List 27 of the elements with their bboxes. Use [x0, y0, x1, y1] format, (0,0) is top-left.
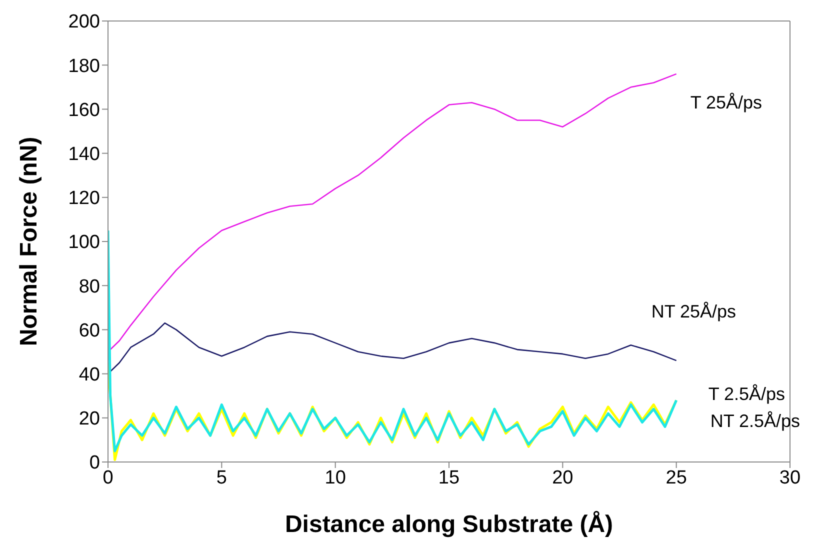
x-axis-title: Distance along Substrate (Å) [284, 510, 614, 538]
line-series [108, 73, 677, 352]
y-tick-label: 140 [68, 144, 100, 166]
y-axis-title: Normal Force (nN) [16, 136, 43, 346]
x-tick-label: 15 [438, 467, 460, 488]
x-tick-label: 5 [216, 467, 227, 488]
y-tick-label: 60 [78, 320, 100, 342]
series-label: NT 25Å/ps [651, 301, 736, 322]
x-tick-label: 30 [779, 467, 801, 488]
y-tick-label: 40 [78, 364, 100, 386]
y-tick-label: 80 [78, 276, 100, 298]
series-label: T 2.5Å/ps [708, 384, 786, 404]
x-tick-label: 10 [324, 467, 346, 488]
y-tick-label: 120 [68, 188, 100, 210]
line-series [108, 322, 677, 374]
y-tick-label: 0 [89, 452, 100, 474]
x-tick-label: 0 [102, 467, 114, 488]
y-tick-label: 200 [68, 12, 100, 33]
series-label: T 25Å/ps [690, 92, 762, 113]
y-tick-label: 100 [68, 232, 100, 254]
y-tick-label: 160 [68, 100, 100, 121]
y-tick-label: 20 [78, 408, 100, 430]
x-tick-label: 20 [552, 467, 574, 488]
line-series [108, 229, 678, 452]
series-label: NT 2.5Å/ps [710, 411, 800, 432]
x-tick-label: 25 [666, 467, 687, 488]
y-tick-label: 180 [68, 56, 100, 77]
